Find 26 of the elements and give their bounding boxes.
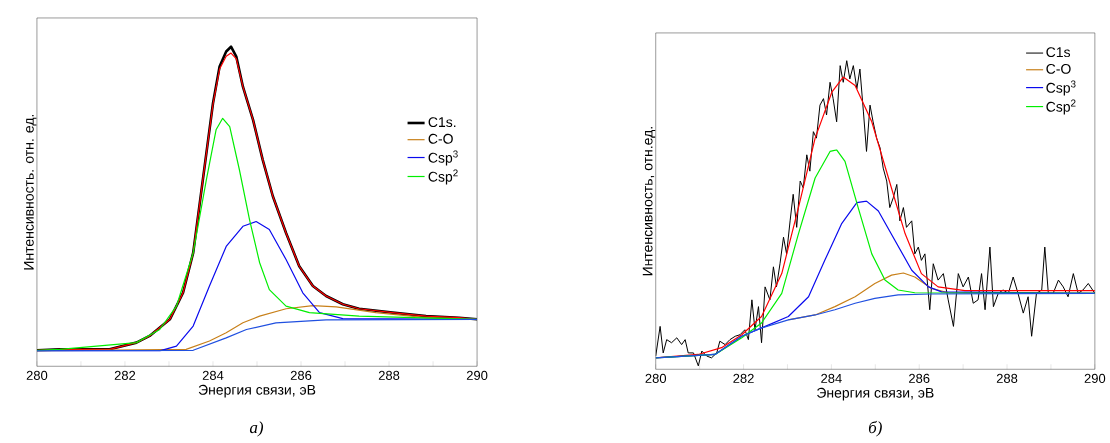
x-tick-label: 280	[645, 373, 667, 383]
text: а)	[249, 421, 264, 437]
legend-label: Csp$^{3}$	[428, 150, 458, 166]
x-tick-label: 286	[290, 370, 312, 380]
legend-label: Csp$^{3}$	[1046, 80, 1076, 96]
x-tick-label: 290	[1084, 373, 1106, 383]
legend-label: C1s.	[428, 117, 456, 127]
x-tick-label: 284	[202, 370, 224, 380]
x-tick-label: 282	[114, 370, 136, 380]
legend-label: C1s	[1046, 47, 1071, 58]
x-tick-label: 290	[466, 370, 488, 380]
legend-label: C-O	[1046, 63, 1071, 74]
x-tick-label: 286	[909, 373, 930, 383]
x-tick-label: 284	[821, 373, 842, 383]
y-axis-title: Интенсивность, отн.ед.	[642, 127, 656, 276]
legend-label: C-O	[428, 133, 453, 144]
x-tick-label: 288	[378, 370, 400, 380]
x-tick-label: 280	[26, 370, 48, 380]
legend-label: Csp$^{2}$	[1046, 99, 1076, 115]
x-axis-title: Энергия связи, эВ	[817, 387, 934, 401]
legend-label: Csp$^{2}$	[428, 169, 458, 185]
x-tick-label: 288	[996, 373, 1018, 383]
text: б)	[868, 420, 882, 437]
y-axis-title: Интенсивность. отн. ед.	[24, 114, 37, 270]
x-tick-label: 282	[733, 373, 754, 383]
x-axis-title: Энергия связи, эВ	[198, 384, 316, 398]
